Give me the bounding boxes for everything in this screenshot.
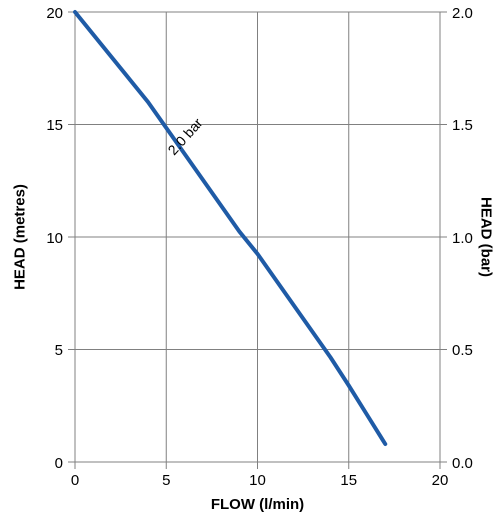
y-left-tick-label: 0 [55, 455, 63, 472]
x-tick-label: 0 [71, 472, 79, 489]
pump-head-flow-chart: 05101520051015200.00.51.01.52.0FLOW (l/m… [0, 0, 500, 523]
y-left-tick-label: 10 [46, 230, 63, 247]
y-right-tick-label: 0.0 [452, 455, 473, 472]
y-left-tick-label: 15 [46, 117, 63, 134]
x-tick-label: 10 [249, 472, 266, 489]
y-right-tick-label: 2.0 [452, 5, 473, 22]
y-left-axis-title: HEAD (metres) [12, 184, 29, 290]
x-tick-label: 5 [162, 472, 170, 489]
chart-svg [0, 0, 500, 523]
y-right-axis-title: HEAD (bar) [478, 197, 495, 277]
x-tick-label: 20 [432, 472, 449, 489]
x-axis-title: FLOW (l/min) [211, 496, 304, 513]
y-right-tick-label: 0.5 [452, 342, 473, 359]
y-left-tick-label: 5 [55, 342, 63, 359]
y-left-tick-label: 20 [46, 5, 63, 22]
x-tick-label: 15 [340, 472, 357, 489]
y-right-tick-label: 1.5 [452, 117, 473, 134]
y-right-tick-label: 1.0 [452, 230, 473, 247]
